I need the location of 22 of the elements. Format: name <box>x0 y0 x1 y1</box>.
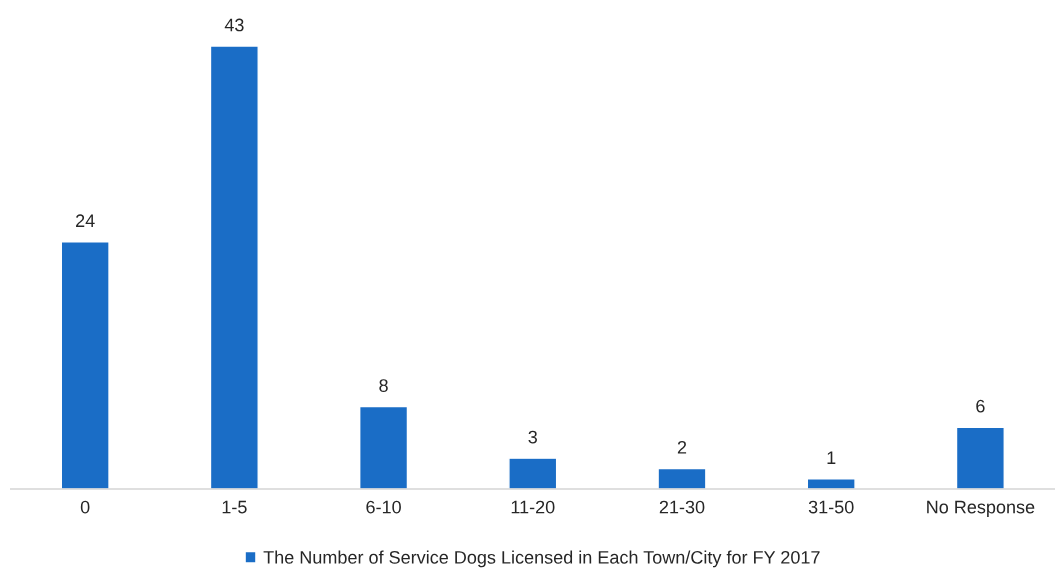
data-label: 24 <box>76 214 95 227</box>
data-label: 2 <box>677 440 687 454</box>
x-tick-label: 11-20 <box>511 500 555 514</box>
bar <box>358 405 409 490</box>
bar <box>806 478 856 490</box>
x-tick-label: 0 <box>80 500 90 514</box>
bar <box>60 241 110 490</box>
data-label: 43 <box>224 18 244 32</box>
bar <box>508 457 558 490</box>
data-label: 6 <box>976 399 985 413</box>
bar <box>657 467 707 490</box>
data-label: 3 <box>528 430 537 444</box>
x-tick-label: 21-30 <box>659 500 705 514</box>
x-tick-label: 6-10 <box>366 500 401 514</box>
bar <box>209 45 259 490</box>
legend-label: The Number of Service Dogs Licensed in Each Town/City for FY 2017 <box>263 550 820 568</box>
bar <box>955 426 1005 490</box>
data-label: 1 <box>827 451 836 464</box>
x-tick-label: No Response <box>927 500 1035 517</box>
x-tick-label: 31-50 <box>808 500 854 514</box>
data-label: 8 <box>379 379 388 392</box>
x-tick-label: 1-5 <box>222 500 247 514</box>
